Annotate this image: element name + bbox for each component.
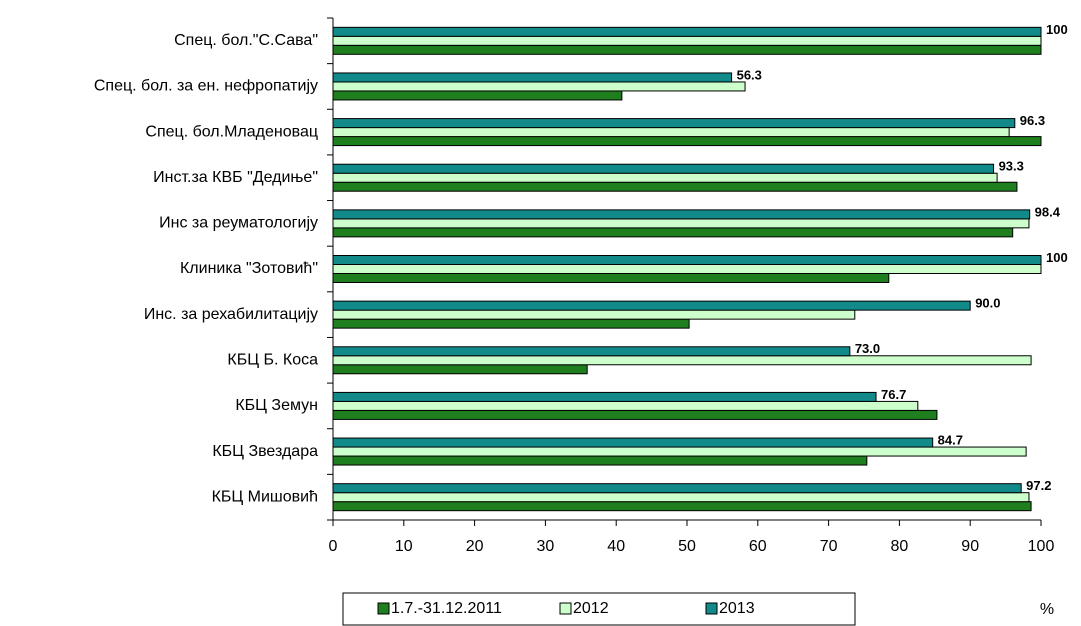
y-tick-label: КБЦ Б. Коса bbox=[227, 351, 318, 368]
legend-label: 2012 bbox=[573, 600, 609, 617]
data-label: 100 bbox=[1046, 22, 1068, 37]
y-tick-label: Инс. за рехабилитацију bbox=[144, 306, 318, 323]
y-tick-label: КБЦ Звездара bbox=[212, 443, 318, 460]
bar bbox=[332, 455, 868, 466]
legend-swatch bbox=[559, 602, 572, 615]
bar bbox=[332, 181, 1018, 192]
bar bbox=[332, 400, 919, 411]
bar bbox=[332, 501, 1032, 512]
x-tick-label: 0 bbox=[329, 538, 338, 555]
y-tick-label: Клиника "Зотовић" bbox=[180, 260, 318, 277]
bar bbox=[332, 355, 1032, 366]
data-label: 97.2 bbox=[1026, 478, 1051, 493]
bar bbox=[332, 318, 690, 329]
bar bbox=[332, 346, 851, 357]
bar bbox=[332, 26, 1042, 37]
bar bbox=[332, 437, 934, 448]
x-tick-label: 60 bbox=[749, 538, 767, 555]
legend-label: 2013 bbox=[719, 600, 755, 617]
x-tick-label: 50 bbox=[678, 538, 696, 555]
bar bbox=[332, 273, 890, 283]
y-tick-label: Спец. бол.Младеновац bbox=[145, 123, 318, 140]
y-tick-label: КБЦ Мишовић bbox=[212, 488, 318, 505]
x-tick-label: 10 bbox=[395, 538, 413, 555]
data-label: 100 bbox=[1046, 250, 1068, 265]
bar bbox=[332, 72, 733, 83]
data-label: 98.4 bbox=[1035, 204, 1061, 219]
bar bbox=[332, 209, 1031, 220]
bar bbox=[332, 264, 1042, 274]
legend-label: 1.7.-31.12.2011 bbox=[391, 600, 502, 617]
bar bbox=[332, 300, 971, 311]
bar bbox=[332, 492, 1030, 503]
bar bbox=[332, 136, 1042, 147]
data-label: 84.7 bbox=[938, 432, 963, 447]
bar bbox=[332, 364, 588, 375]
bar bbox=[332, 409, 938, 420]
x-tick-label: 30 bbox=[537, 538, 555, 555]
x-tick-label: 100 bbox=[1028, 538, 1055, 555]
y-tick-label: КБЦ Земун bbox=[235, 397, 318, 414]
bar bbox=[332, 446, 1027, 457]
y-tick-label: Инс за реуматологију bbox=[159, 215, 318, 232]
data-label: 73.0 bbox=[855, 341, 880, 356]
data-label: 76.7 bbox=[881, 387, 906, 402]
bar bbox=[332, 218, 1030, 229]
bar bbox=[332, 255, 1042, 265]
bar bbox=[332, 172, 998, 183]
bar bbox=[332, 483, 1022, 494]
y-tick-label: Спец. бол. за ен. нефропатију bbox=[94, 78, 318, 95]
x-tick-label: 80 bbox=[891, 538, 909, 555]
data-label: 56.3 bbox=[737, 67, 762, 82]
x-axis-label: % bbox=[1040, 601, 1054, 618]
bar bbox=[332, 163, 995, 174]
x-tick-label: 90 bbox=[961, 538, 979, 555]
data-label: 90.0 bbox=[975, 296, 1000, 311]
bar bbox=[332, 81, 746, 92]
data-label: 93.3 bbox=[999, 159, 1024, 174]
bar bbox=[332, 35, 1042, 46]
bar bbox=[332, 227, 1014, 238]
x-tick-label: 40 bbox=[607, 538, 625, 555]
legend-swatch bbox=[705, 602, 718, 615]
legend-box bbox=[342, 592, 856, 626]
bar bbox=[332, 90, 623, 101]
x-tick-label: 20 bbox=[466, 538, 484, 555]
bar bbox=[332, 118, 1016, 129]
bar bbox=[332, 391, 877, 402]
y-tick-label: Инст.за КВБ "Дедиње" bbox=[153, 169, 318, 186]
data-label: 96.3 bbox=[1020, 113, 1045, 128]
legend-swatch bbox=[377, 602, 390, 615]
bar bbox=[332, 44, 1042, 55]
x-tick-label: 70 bbox=[820, 538, 838, 555]
y-tick-label: Спец. бол."С.Сава" bbox=[174, 32, 318, 49]
bar bbox=[332, 127, 1010, 138]
bar bbox=[332, 309, 856, 320]
